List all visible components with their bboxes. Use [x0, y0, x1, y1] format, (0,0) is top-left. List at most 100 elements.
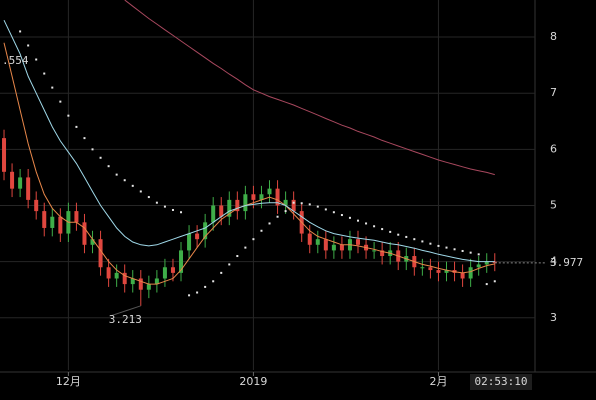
- candle-body: [74, 211, 79, 223]
- candle-body: [227, 199, 232, 217]
- x-tick-label: 12月: [56, 375, 81, 388]
- ma-line: [3, 42, 495, 285]
- sar-dot: [147, 196, 150, 199]
- last-price-label: 3.977: [550, 256, 583, 269]
- sar-dot: [308, 203, 311, 206]
- candle-body: [436, 270, 441, 273]
- sar-dot: [91, 148, 94, 151]
- candle-body: [10, 171, 15, 189]
- annotation: .554: [2, 54, 29, 67]
- candle-body: [138, 278, 143, 290]
- y-tick-label: 5: [550, 198, 557, 211]
- sar-dot: [493, 280, 496, 283]
- sar-dot: [469, 251, 472, 254]
- sar-dot: [75, 125, 78, 128]
- sar-dot: [276, 215, 279, 218]
- ma-line: [3, 19, 495, 263]
- y-tick-label: 6: [550, 142, 557, 155]
- y-tick-label: 4: [550, 255, 557, 268]
- sar-dot: [357, 219, 360, 222]
- sar-dot: [163, 205, 166, 208]
- candle-body: [275, 188, 280, 206]
- sar-dot: [485, 283, 488, 286]
- sar-dot: [196, 291, 199, 294]
- sar-dot: [204, 285, 207, 288]
- sar-dot: [300, 202, 303, 205]
- candle-body: [323, 239, 328, 251]
- sar-dot: [43, 72, 46, 75]
- candle-body: [26, 177, 31, 200]
- time-label: 02:53:10: [475, 375, 528, 388]
- sar-dot: [139, 190, 142, 193]
- sar-dot: [59, 100, 62, 103]
- y-tick-label: 7: [550, 86, 557, 99]
- sar-dot: [340, 214, 343, 217]
- sar-dot: [373, 225, 376, 228]
- candle-body: [468, 267, 473, 279]
- candle-body: [50, 216, 55, 228]
- candle-body: [315, 239, 320, 245]
- sar-dot: [477, 253, 480, 256]
- sar-dot: [397, 233, 400, 236]
- candle-body: [460, 272, 465, 279]
- sar-dot: [453, 248, 456, 251]
- candle-body: [307, 233, 312, 245]
- candle-body: [219, 205, 224, 217]
- candle-body: [58, 216, 63, 234]
- sar-dot: [107, 165, 110, 168]
- candle-body: [476, 264, 481, 268]
- sar-dot: [461, 249, 464, 252]
- sar-dot: [155, 201, 158, 204]
- candle-body: [98, 239, 103, 268]
- sar-dot: [188, 294, 191, 297]
- candle-body: [356, 239, 361, 245]
- candle-body: [82, 222, 87, 245]
- sar-dot: [67, 114, 70, 117]
- time-label-bg: [470, 374, 532, 390]
- sar-dot: [236, 255, 239, 258]
- candle-body: [211, 205, 216, 223]
- candle-body: [339, 244, 344, 251]
- candle-body: [34, 199, 39, 212]
- low-label: 3.213: [109, 313, 142, 326]
- candle-body: [187, 233, 192, 251]
- candle-body: [170, 267, 175, 273]
- candle-body: [195, 233, 200, 240]
- sar-dot: [421, 240, 424, 243]
- candle-body: [380, 250, 385, 257]
- candle-body: [2, 138, 7, 172]
- sar-dot: [324, 208, 327, 211]
- sar-dot: [284, 210, 287, 213]
- sar-dot: [445, 246, 448, 249]
- sar-dot: [83, 137, 86, 140]
- candle-body: [291, 199, 296, 212]
- sar-dot: [27, 44, 30, 47]
- candle-body: [18, 177, 23, 189]
- candle-body: [90, 239, 95, 245]
- sar-dot: [171, 208, 174, 211]
- sar-dot: [429, 242, 432, 245]
- sar-dot: [228, 263, 231, 266]
- sar-dot: [332, 211, 335, 214]
- candle-body: [146, 284, 151, 290]
- candle-body: [235, 199, 240, 212]
- sar-dot: [365, 222, 368, 225]
- sar-dot: [99, 156, 102, 159]
- candle-body: [106, 267, 111, 279]
- sar-dot: [381, 228, 384, 231]
- candle-body: [179, 250, 184, 273]
- sar-dot: [19, 30, 22, 33]
- candle-body: [420, 267, 425, 269]
- sar-dot: [268, 222, 271, 225]
- candle-body: [122, 272, 127, 285]
- sar-dot: [115, 173, 118, 176]
- candle-body: [331, 244, 336, 251]
- sar-dot: [244, 246, 247, 249]
- sar-dot: [389, 230, 392, 233]
- sar-dot: [316, 205, 319, 208]
- candle-body: [114, 272, 119, 279]
- sar-dot: [437, 244, 440, 247]
- sar-dot: [220, 271, 223, 274]
- sar-dot: [131, 184, 134, 187]
